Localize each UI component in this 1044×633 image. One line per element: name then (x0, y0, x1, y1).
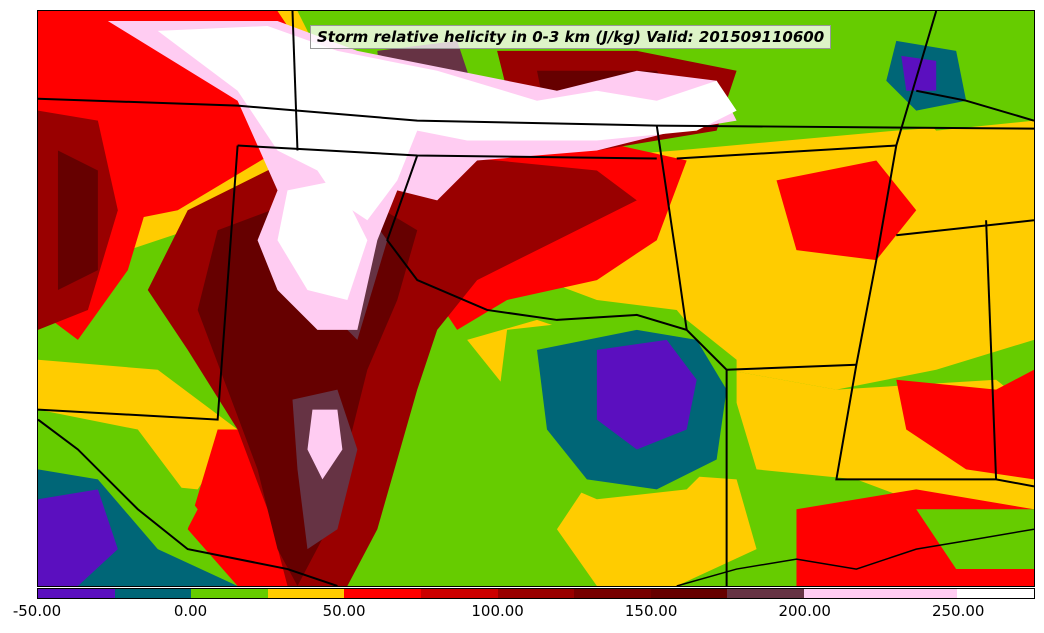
field-white (157, 25, 737, 300)
colorbar-swatch (421, 589, 498, 598)
colorbar-tick-label: 250.00 (931, 602, 985, 620)
colorbar-swatch (344, 589, 422, 598)
colorbar-swatch (267, 589, 345, 598)
colorbar-tick-label: -50.00 (12, 602, 62, 620)
state-boundaries (38, 11, 1034, 586)
colorbar-swatch (650, 589, 728, 598)
coastline (676, 528, 1034, 586)
map-canvas (38, 11, 1034, 586)
colorbar-swatch (804, 589, 958, 598)
colorbar-tick-label: 50.00 (322, 602, 366, 620)
map-title: Storm relative helicity in 0-3 km (J/kg)… (310, 25, 832, 49)
colorbar-tick-label: 0.00 (173, 602, 208, 620)
colorbar-swatch (957, 589, 1034, 598)
colorbar-swatch (727, 589, 805, 598)
colorbar (37, 588, 1035, 599)
colorbar-swatch (497, 589, 575, 598)
colorbar-tick-label: 150.00 (624, 602, 678, 620)
colorbar-tick-label: 100.00 (471, 602, 524, 620)
colorbar-swatch (38, 589, 115, 598)
helicity-map: Storm relative helicity in 0-3 km (J/kg)… (37, 10, 1035, 587)
colorbar-swatch (114, 589, 192, 598)
colorbar-tick-labels: -50.00 0.00 50.00 100.00 150.00 200.00 250.00 (0, 602, 1044, 626)
colorbar-swatch (191, 589, 268, 598)
colorbar-tick-label: 200.00 (778, 602, 831, 620)
colorbar-swatch (574, 589, 651, 598)
